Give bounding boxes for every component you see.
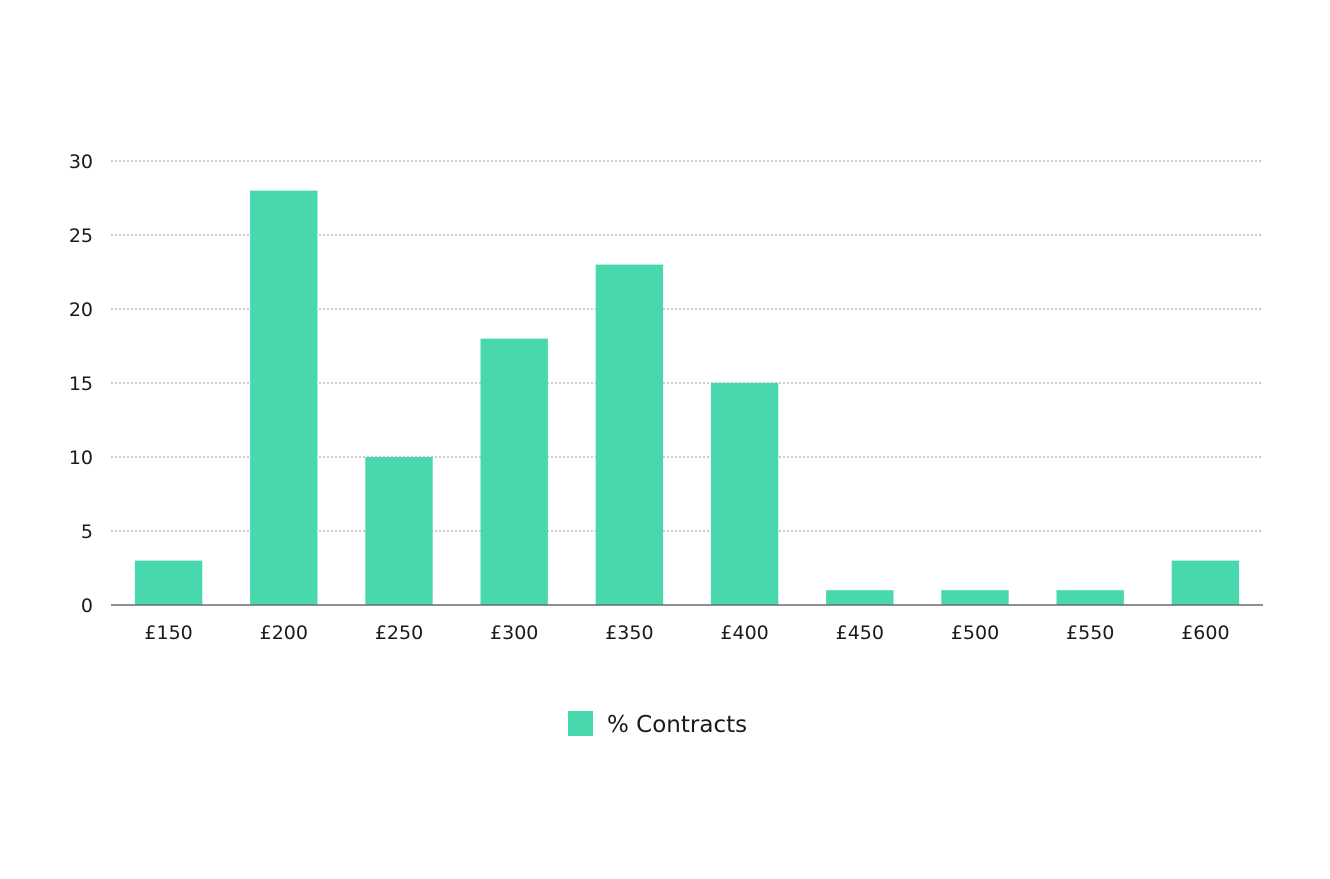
x-tick-label: £150 <box>144 622 192 644</box>
legend-swatch <box>568 711 593 736</box>
y-tick-label: 20 <box>69 299 93 321</box>
y-tick-label: 10 <box>69 447 93 469</box>
bar-300 <box>480 338 548 605</box>
x-tick-label: £400 <box>720 622 768 644</box>
y-tick-label: 0 <box>81 595 93 617</box>
y-tick-label: 30 <box>69 151 93 173</box>
bar-450 <box>826 590 894 605</box>
x-tick-label: £200 <box>260 622 308 644</box>
bars <box>134 190 1240 605</box>
x-tick-label: £350 <box>605 622 653 644</box>
x-tick-label: £450 <box>836 622 884 644</box>
x-tick-label: £550 <box>1066 622 1114 644</box>
y-tick-label: 5 <box>81 521 93 543</box>
bar-500 <box>941 590 1009 605</box>
bar-350 <box>595 264 664 605</box>
bar-400 <box>710 383 779 605</box>
legend: % Contracts <box>568 711 747 738</box>
bar-250 <box>365 457 433 605</box>
x-tick-label: £600 <box>1181 622 1229 644</box>
bar-150 <box>134 560 203 605</box>
bar-550 <box>1056 590 1124 605</box>
x-tick-label: £250 <box>375 622 423 644</box>
x-tick-label: £300 <box>490 622 538 644</box>
bar-600 <box>1171 560 1240 605</box>
y-tick-label: 25 <box>69 225 93 247</box>
y-axis-ticks: 0 5 10 15 20 25 30 <box>69 151 93 617</box>
x-tick-label: £500 <box>951 622 999 644</box>
y-tick-label: 15 <box>69 373 93 395</box>
legend-label-contracts: % Contracts <box>607 712 747 738</box>
bar-200 <box>250 190 318 605</box>
x-axis-ticks: £150 £200 £250 £300 £350 £400 £450 £500 £550 £600 <box>144 622 1229 644</box>
